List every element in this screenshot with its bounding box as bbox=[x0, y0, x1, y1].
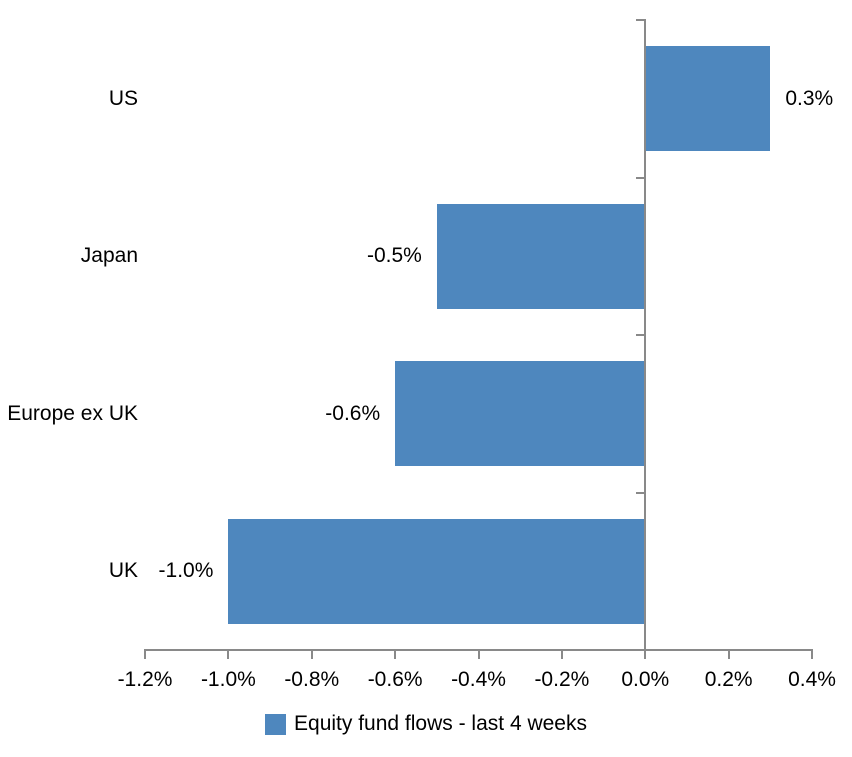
x-tick-label: 0.0% bbox=[621, 668, 670, 691]
chart-legend: Equity fund flows - last 4 weeks bbox=[0, 711, 852, 737]
category-label: Japan bbox=[80, 244, 138, 268]
x-tick-label: 0.2% bbox=[704, 668, 753, 691]
category-tick-mark bbox=[636, 649, 645, 651]
category-tick-mark bbox=[636, 19, 645, 21]
category-label: US bbox=[108, 86, 138, 110]
x-tick-mark bbox=[477, 650, 480, 659]
x-tick-label: -0.4% bbox=[451, 668, 506, 691]
x-tick-mark bbox=[310, 650, 313, 659]
bar-data-label: -1.0% bbox=[158, 559, 214, 583]
x-tick-mark bbox=[644, 650, 647, 659]
x-tick-mark bbox=[560, 650, 563, 659]
x-tick-label: 0.4% bbox=[788, 668, 836, 691]
category-label: UK bbox=[108, 559, 138, 583]
bar bbox=[395, 361, 646, 467]
bar bbox=[228, 518, 646, 624]
x-tick-mark bbox=[227, 650, 230, 659]
category-axis-line bbox=[644, 19, 647, 650]
x-tick-label: -0.6% bbox=[367, 668, 423, 691]
bar bbox=[645, 46, 771, 152]
x-tick-label: -1.2% bbox=[117, 668, 173, 691]
category-tick-mark bbox=[636, 334, 645, 336]
legend-label: Equity fund flows - last 4 weeks bbox=[294, 712, 587, 735]
x-tick-mark bbox=[394, 650, 397, 659]
bar-data-label: -0.6% bbox=[325, 401, 381, 425]
category-tick-mark bbox=[636, 491, 645, 494]
x-tick-label: -0.8% bbox=[284, 668, 340, 691]
x-tick-label: -0.2% bbox=[534, 668, 590, 691]
x-tick-mark bbox=[727, 650, 730, 659]
category-tick-mark bbox=[636, 176, 645, 179]
x-tick-mark bbox=[811, 650, 813, 659]
bar-data-label: -0.5% bbox=[366, 244, 422, 268]
category-label: Europe ex UK bbox=[7, 401, 138, 425]
x-tick-mark bbox=[144, 650, 146, 659]
legend-swatch bbox=[265, 713, 287, 735]
bar-data-label: 0.3% bbox=[785, 86, 834, 110]
x-tick-label: -1.0% bbox=[200, 668, 256, 691]
bar bbox=[436, 203, 646, 309]
